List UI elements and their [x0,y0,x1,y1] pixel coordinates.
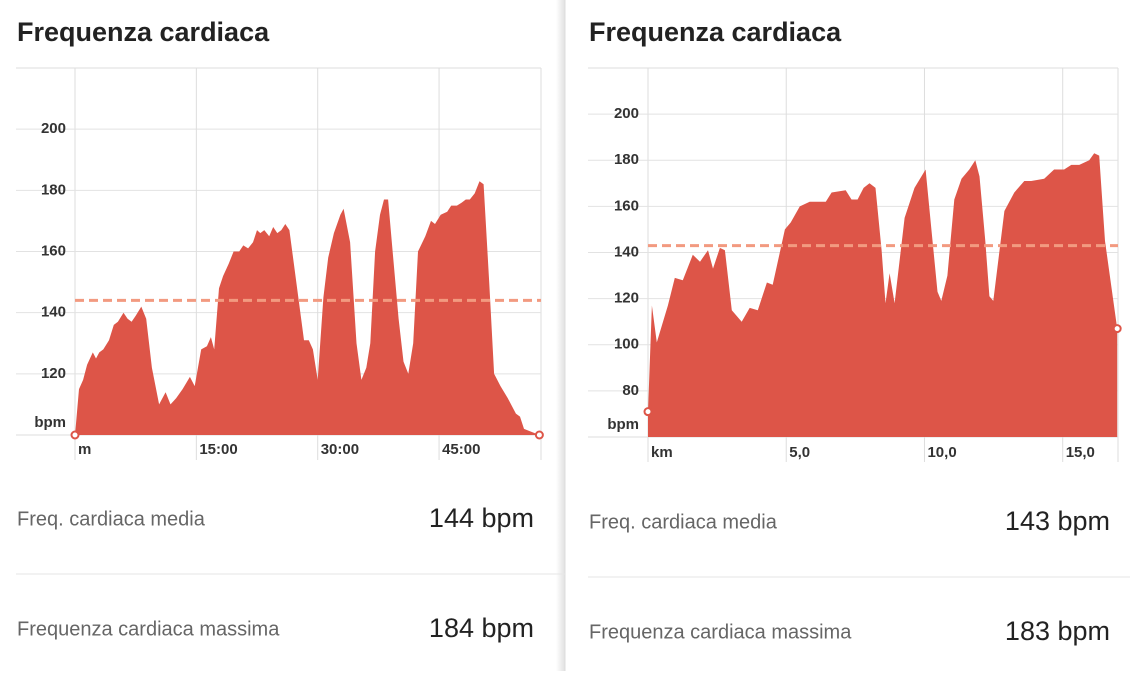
endpoint-marker [1112,324,1122,334]
y-tick-label: 100 [614,336,639,353]
stat-label: Freq. cardiaca media [589,511,778,533]
endpoint-marker [70,430,80,440]
y-tick-label: 140 [614,243,639,260]
chart-title: Frequenza cardiaca [589,17,842,47]
chart-title: Frequenza cardiaca [17,17,270,47]
y-tick-label: 120 [41,365,66,382]
x-axis-label: km [651,444,673,461]
endpoint-marker [534,430,544,440]
x-tick-label: 45:00 [442,441,480,458]
y-tick-label: 160 [614,197,639,214]
stat-label: Frequenza cardiaca massima [17,618,280,640]
y-tick-label: 180 [614,151,639,168]
y-tick-label: 160 [41,242,66,259]
y-axis-label: bpm [607,416,639,433]
heart-rate-area [648,153,1118,438]
x-tick-label: 15,0 [1066,444,1095,461]
panel-shadow [556,0,565,671]
y-tick-label: 80 [622,382,639,399]
stat-value: 184 bpm [429,613,534,643]
heart-rate-area [75,181,540,435]
endpoint-marker [643,407,653,417]
y-tick-label: 180 [41,181,66,198]
y-tick-label: 120 [614,290,639,307]
y-axis-label: bpm [34,414,66,431]
y-tick-label: 200 [614,105,639,122]
stat-label: Freq. cardiaca media [17,508,206,530]
y-tick-label: 200 [41,120,66,137]
x-tick-label: 5,0 [789,444,810,461]
stat-value: 183 bpm [1005,616,1110,646]
x-tick-label: 30:00 [321,441,359,458]
x-tick-label: 15:00 [199,441,237,458]
stat-value: 144 bpm [429,503,534,533]
x-tick-label: 10,0 [927,444,956,461]
y-tick-label: 140 [41,304,66,321]
stat-label: Frequenza cardiaca massima [589,621,852,643]
x-axis-label: m [78,441,91,458]
stat-value: 143 bpm [1005,506,1110,536]
